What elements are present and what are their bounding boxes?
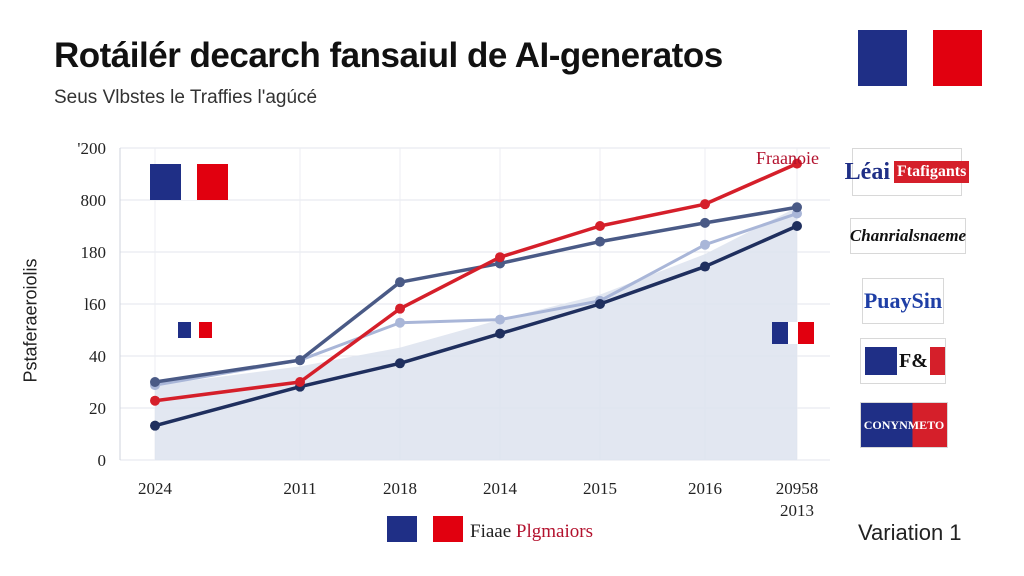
data-point bbox=[395, 277, 405, 288]
data-point bbox=[495, 252, 505, 263]
data-point bbox=[395, 303, 405, 314]
data-point bbox=[150, 420, 160, 431]
data-point bbox=[150, 377, 160, 387]
newspaper-logo: CONYNMETO bbox=[860, 402, 948, 448]
x-tick-label: 2014 bbox=[483, 479, 518, 498]
x-tick-label: 2015 bbox=[583, 479, 617, 498]
variation-label: Variation 1 bbox=[858, 520, 962, 545]
flag-icon bbox=[150, 164, 228, 200]
x-tick-label: 2011 bbox=[283, 479, 316, 498]
data-point bbox=[595, 221, 605, 231]
chart-subtitle: Seus Vlbstes le Traffies l'agúcé bbox=[54, 87, 318, 108]
shaded-area bbox=[155, 207, 797, 460]
flag-icon bbox=[178, 322, 212, 338]
y-tick-label: '200 bbox=[77, 139, 106, 158]
chart-lines bbox=[150, 158, 802, 431]
data-point bbox=[395, 358, 405, 369]
y-tick-label: 180 bbox=[81, 243, 107, 262]
legend-flag-icon bbox=[387, 516, 463, 542]
newspaper-logo: Léai Ftafigants bbox=[845, 148, 970, 196]
data-point bbox=[495, 314, 505, 325]
x-tick-label: 2013 bbox=[780, 501, 814, 520]
data-point bbox=[700, 199, 710, 210]
y-axis-ticks: 0 20 40 l60 180 800 '200 bbox=[77, 139, 106, 470]
y-tick-label: 800 bbox=[81, 191, 107, 210]
x-tick-label: 20958 bbox=[776, 479, 819, 498]
data-point bbox=[700, 261, 710, 272]
data-point bbox=[792, 221, 802, 231]
legend-label: Fiaae Plgmaiors bbox=[470, 521, 593, 542]
data-point bbox=[595, 236, 605, 247]
x-axis-ticks: 2024 2011 2018 2014 2015 2016 20958 2013 bbox=[138, 479, 818, 520]
x-tick-label: 2016 bbox=[688, 479, 722, 498]
data-point bbox=[295, 355, 305, 366]
data-point bbox=[295, 377, 305, 387]
y-tick-label: l60 bbox=[84, 295, 106, 314]
data-point bbox=[495, 328, 505, 339]
chart-title: Rotáilér decarch fansaiul de AI-generato… bbox=[54, 36, 723, 75]
x-tick-label: 2018 bbox=[383, 479, 417, 498]
data-point bbox=[395, 317, 405, 328]
y-tick-label: 40 bbox=[89, 347, 106, 366]
data-point bbox=[700, 239, 710, 250]
brand-logo-flag bbox=[858, 30, 982, 86]
data-point bbox=[792, 158, 802, 169]
newspaper-logo: PuaySin bbox=[862, 278, 944, 324]
data-point bbox=[700, 217, 710, 228]
data-point bbox=[595, 299, 605, 309]
chart-area bbox=[155, 207, 797, 460]
y-tick-label: 20 bbox=[89, 399, 106, 418]
newspaper-logo: Chanrialsnaeme bbox=[850, 218, 966, 254]
newspaper-logo: F& bbox=[860, 338, 946, 384]
data-point bbox=[150, 395, 160, 406]
x-tick-label: 2024 bbox=[138, 479, 173, 498]
line-annotation: Fraanoie bbox=[756, 148, 819, 168]
data-point bbox=[792, 202, 802, 213]
flag-icon bbox=[772, 322, 814, 344]
y-tick-label: 0 bbox=[98, 451, 107, 470]
